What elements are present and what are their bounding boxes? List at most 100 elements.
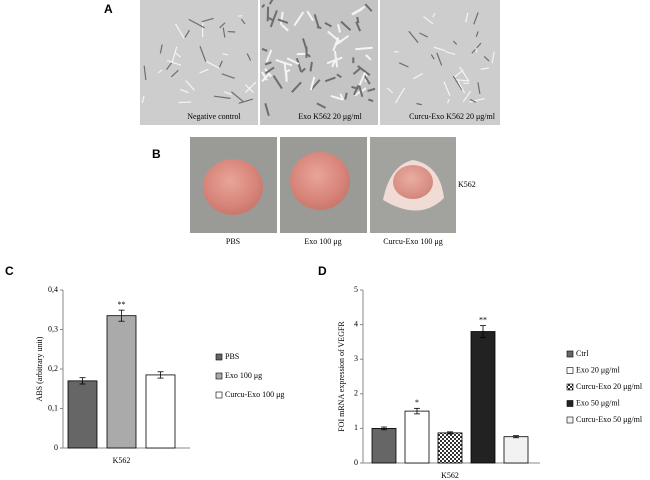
- cell: [419, 32, 429, 38]
- cell: [174, 23, 185, 39]
- cell: [453, 78, 470, 82]
- x-tick-label: K562: [113, 456, 131, 465]
- cell: [204, 60, 221, 69]
- cell: [300, 67, 306, 74]
- cell: [185, 80, 195, 91]
- cell: [358, 85, 364, 98]
- cell: [158, 69, 163, 74]
- legend-label: Exo 100 μg: [225, 371, 262, 380]
- y-tick-label: 0,4: [48, 285, 58, 294]
- cell: [473, 12, 479, 25]
- cell: [324, 21, 332, 28]
- y-axis-label: ABS (arbitrary unit): [35, 336, 44, 401]
- cell: [316, 102, 327, 109]
- cell: [281, 24, 289, 32]
- cell: [277, 18, 289, 24]
- charts: C ABS (arbitrary unit) 0 0,1 0,2 0,3 0,4 K562 PB…: [5, 264, 643, 480]
- cell: [352, 67, 361, 75]
- significance: *: [415, 398, 419, 407]
- micro-image: [260, 0, 378, 125]
- image-caption: Curcu-Exo 100 μg: [383, 237, 442, 246]
- cell: [269, 10, 278, 28]
- y-axis-label: FOI mRNA expression of VEGFR: [337, 321, 346, 432]
- cell: [344, 92, 348, 100]
- legend-swatch: [215, 353, 223, 361]
- cell: [265, 49, 273, 63]
- bar: [404, 410, 430, 464]
- cell: [219, 22, 226, 29]
- cell: [141, 95, 145, 103]
- cell: [462, 90, 472, 103]
- cell: [339, 93, 345, 101]
- cell: [340, 20, 352, 31]
- cell: [222, 27, 226, 38]
- cell: [475, 47, 478, 53]
- cell: [238, 98, 254, 104]
- cell: [179, 88, 189, 94]
- cell: [159, 44, 163, 54]
- cell: [324, 76, 336, 83]
- cell: [445, 51, 456, 55]
- cell: [267, 16, 274, 22]
- x-tick-label: K562: [441, 471, 459, 480]
- cell: [201, 17, 214, 23]
- cell: [261, 3, 266, 9]
- cell: [170, 69, 179, 78]
- image-caption: PBS: [226, 237, 240, 246]
- cell: [436, 52, 443, 66]
- cell: [264, 103, 270, 117]
- cell: [283, 62, 288, 80]
- y-tick-label: 1: [354, 423, 358, 432]
- legend-label: PBS: [225, 352, 239, 361]
- row-label: K562: [458, 180, 476, 189]
- significance: **: [118, 300, 126, 309]
- cell: [353, 84, 360, 96]
- y-tick-label: 0: [354, 458, 358, 467]
- cell: [457, 80, 466, 94]
- cell: [264, 61, 272, 66]
- cell: [221, 73, 235, 79]
- y-tick-label: 0,1: [48, 403, 58, 412]
- cell: [309, 76, 316, 91]
- legend-swatch: [566, 400, 574, 407]
- cell: [261, 71, 268, 81]
- legend-swatch: [566, 367, 574, 374]
- cell: [452, 40, 458, 45]
- cell: [491, 51, 495, 63]
- cell: [309, 61, 313, 72]
- legend-label: Exo 50 μg/ml: [576, 398, 621, 407]
- bar: [145, 374, 176, 449]
- cell: [313, 14, 320, 29]
- cell: [264, 66, 275, 75]
- cell: [465, 12, 469, 23]
- bar: [106, 315, 137, 449]
- y-tick-label: 0,2: [48, 364, 58, 373]
- legend-swatch: [566, 350, 574, 358]
- cell: [213, 95, 231, 99]
- cell: [330, 94, 343, 101]
- image-caption: Exo 100 μg: [304, 237, 341, 246]
- bar: [67, 380, 98, 449]
- cell: [286, 57, 300, 65]
- cell: [365, 54, 372, 61]
- image-caption: Exo K562 20 μg/ml: [298, 112, 362, 121]
- cell: [218, 60, 223, 68]
- cell: [408, 30, 419, 43]
- cell: [433, 46, 446, 52]
- cell: [475, 31, 479, 38]
- legend-swatch: [566, 383, 574, 391]
- cell: [143, 65, 147, 81]
- cell: [268, 0, 274, 5]
- cell: [199, 68, 209, 74]
- cell: [291, 81, 302, 93]
- cell: [334, 35, 350, 47]
- cell: [469, 97, 485, 103]
- image-caption: Curcu-Exo K562 20 μg/ml: [409, 112, 496, 121]
- legend-label: Curcu-Exo 50 μg/ml: [576, 415, 643, 424]
- y-tick-label: 5: [354, 285, 358, 294]
- legend-label: Curcu-Exo 20 μg/ml: [576, 382, 643, 391]
- cell: [240, 18, 246, 25]
- cell: [358, 72, 366, 87]
- cell: [261, 47, 268, 52]
